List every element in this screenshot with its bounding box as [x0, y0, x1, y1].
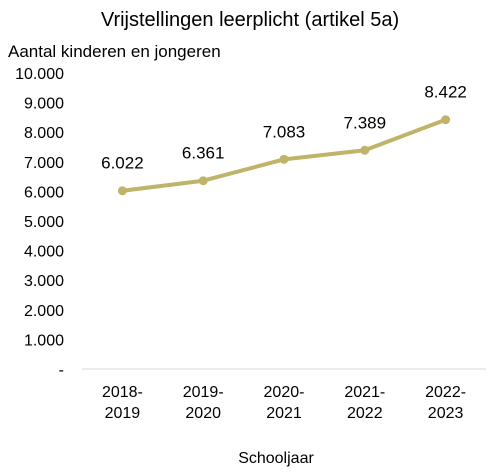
x-tick-label: 2019	[105, 405, 141, 422]
data-point	[360, 145, 370, 155]
x-tick-label: 2020-	[264, 384, 305, 401]
y-tick-label: 10.000	[15, 66, 64, 83]
data-label: 6.022	[101, 154, 144, 173]
series-group: 6.022 6.361 7.083 7.389 8.422	[101, 83, 467, 196]
x-axis-label: Schooljaar	[238, 450, 314, 467]
y-tick-label: 8.000	[24, 125, 64, 142]
y-tick-label: 2.000	[24, 303, 64, 320]
y-axis-ticks: - 1.000 2.000 3.000 4.000 5.000 6.000 7.000 8.00…	[15, 66, 64, 379]
y-tick-label: 6.000	[24, 184, 64, 201]
x-tick-label: 2021	[266, 405, 302, 422]
x-axis-ticks: 2018- 2019 2019- 2020 2020- 2021 2021- 2022 2022…	[102, 384, 466, 422]
y-axis-label: Aantal kinderen en jongeren	[8, 42, 221, 61]
x-tick-label: 2022-	[425, 384, 466, 401]
y-tick-label: -	[59, 362, 64, 379]
y-tick-label: 1.000	[24, 332, 64, 349]
x-tick-label: 2021-	[344, 384, 385, 401]
data-point	[279, 154, 289, 164]
data-point	[198, 176, 208, 186]
data-label: 8.422	[424, 83, 467, 102]
data-label: 6.361	[182, 144, 225, 163]
x-tick-label: 2020	[185, 405, 221, 422]
y-tick-label: 9.000	[24, 96, 64, 113]
chart-title: Vrijstellingen leerplicht (artikel 5a)	[101, 9, 399, 31]
y-tick-label: 5.000	[24, 214, 64, 231]
data-point	[117, 186, 127, 196]
x-tick-label: 2023	[428, 405, 464, 422]
y-tick-label: 7.000	[24, 155, 64, 172]
x-tick-label: 2018-	[102, 384, 143, 401]
data-label: 7.389	[344, 113, 387, 132]
x-tick-label: 2022	[347, 405, 383, 422]
y-tick-label: 3.000	[24, 273, 64, 290]
y-tick-label: 4.000	[24, 244, 64, 261]
x-tick-label: 2019-	[183, 384, 224, 401]
data-point	[441, 115, 451, 125]
data-label: 7.083	[263, 122, 306, 141]
